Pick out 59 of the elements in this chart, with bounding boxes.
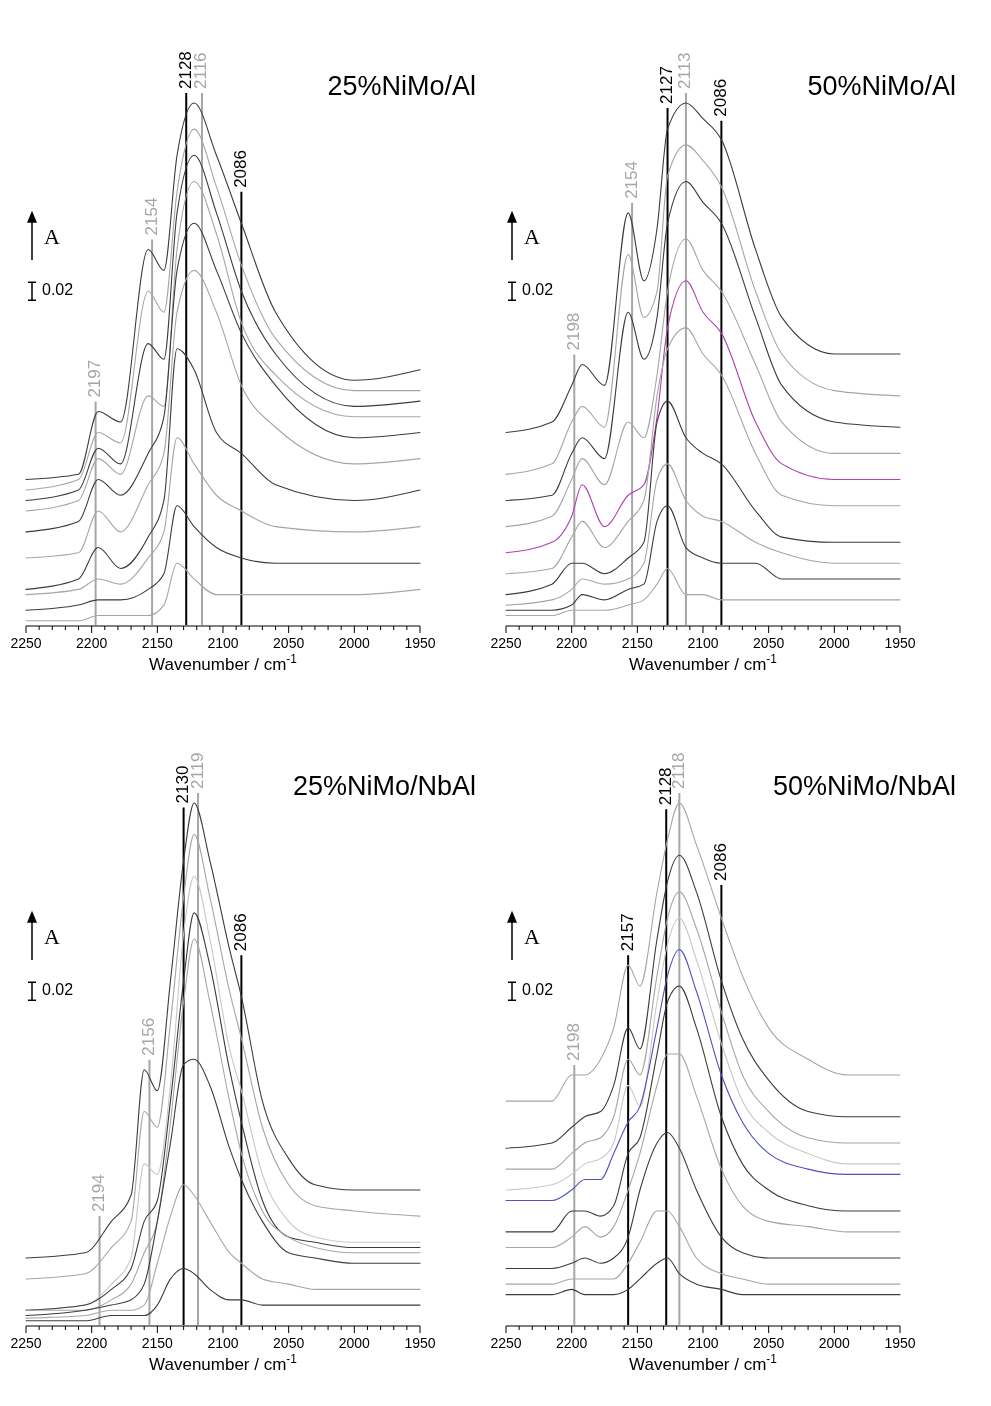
x-tick-label: 1950 <box>404 635 436 651</box>
x-tick-label: 2100 <box>207 635 239 651</box>
x-tick-label: 2000 <box>338 1335 371 1351</box>
x-tick-label: 2050 <box>273 635 305 651</box>
annotation: 0.02 <box>42 281 74 299</box>
x-tick-label: 1950 <box>884 1335 916 1351</box>
chart-title: 25%NiMo/Al <box>327 71 476 101</box>
ref-line-label: 2086 <box>230 913 250 952</box>
x-tick-label: 2000 <box>818 1335 851 1351</box>
x-tick-label: 2000 <box>338 635 371 651</box>
x-tick-label: 2150 <box>621 635 654 651</box>
annotation: 0.02 <box>522 281 554 299</box>
annotation: A <box>44 924 60 950</box>
ref-line-label: 2156 <box>138 1017 158 1056</box>
x-tick-label: 2200 <box>556 635 588 651</box>
x-tick-label: 2050 <box>273 1335 305 1351</box>
ref-line-label: 2198 <box>563 312 583 351</box>
x-tick-label: 2250 <box>490 635 522 651</box>
annotation: 0.02 <box>522 981 554 999</box>
annotation: 0.02 <box>42 981 74 999</box>
x-tick-label: 2150 <box>141 1335 174 1351</box>
chart-title: 50%NiMo/Al <box>807 71 956 101</box>
chart-title: 50%NiMo/NbAl <box>772 771 956 801</box>
x-tick-label: 2050 <box>753 635 785 651</box>
chart-title: 25%NiMo/NbAl <box>292 771 476 801</box>
x-tick-label: 2000 <box>818 635 851 651</box>
x-tick-label: 2200 <box>556 1335 588 1351</box>
x-tick-label: 2250 <box>490 1335 522 1351</box>
ref-line-label: 2157 <box>617 913 637 952</box>
ref-line-label: 2086 <box>710 78 730 117</box>
x-tick-label: 2150 <box>141 635 174 651</box>
ref-line-label: 2127 <box>657 66 677 104</box>
annotation: A <box>44 224 60 250</box>
x-axis-title: Wavenumber / cm$^{-1}$ <box>629 1352 778 1374</box>
annotation: A <box>524 924 540 950</box>
x-tick-label: 2250 <box>10 1335 42 1351</box>
ref-line-label: 2154 <box>621 161 641 199</box>
x-tick-label: 2200 <box>76 1335 108 1351</box>
x-tick-label: 2100 <box>687 635 719 651</box>
x-tick-label: 1950 <box>404 1335 436 1351</box>
ref-line-label: 2086 <box>710 843 730 881</box>
ref-line-label: 2194 <box>89 1174 109 1213</box>
ref-line-label: 2154 <box>141 197 161 236</box>
ref-line-label: 2197 <box>85 359 105 398</box>
x-axis-title: Wavenumber / cm$^{-1}$ <box>149 1352 298 1374</box>
x-tick-label: 2100 <box>207 1335 239 1351</box>
x-tick-label: 2150 <box>621 1335 654 1351</box>
x-tick-label: 2250 <box>10 635 42 651</box>
ref-line-label: 2113 <box>675 52 695 89</box>
x-axis-title: Wavenumber / cm$^{-1}$ <box>149 652 298 674</box>
ref-line-label: 2198 <box>563 1023 583 1061</box>
x-tick-label: 2100 <box>687 1335 719 1351</box>
ref-line-label: 2119 <box>187 752 207 789</box>
ref-line-label: 2086 <box>230 149 250 188</box>
x-tick-label: 1950 <box>884 635 916 651</box>
x-tick-label: 2050 <box>753 1335 785 1351</box>
x-axis-title: Wavenumber / cm$^{-1}$ <box>629 652 778 674</box>
x-tick-label: 2200 <box>76 635 108 651</box>
annotation: A <box>524 224 540 250</box>
